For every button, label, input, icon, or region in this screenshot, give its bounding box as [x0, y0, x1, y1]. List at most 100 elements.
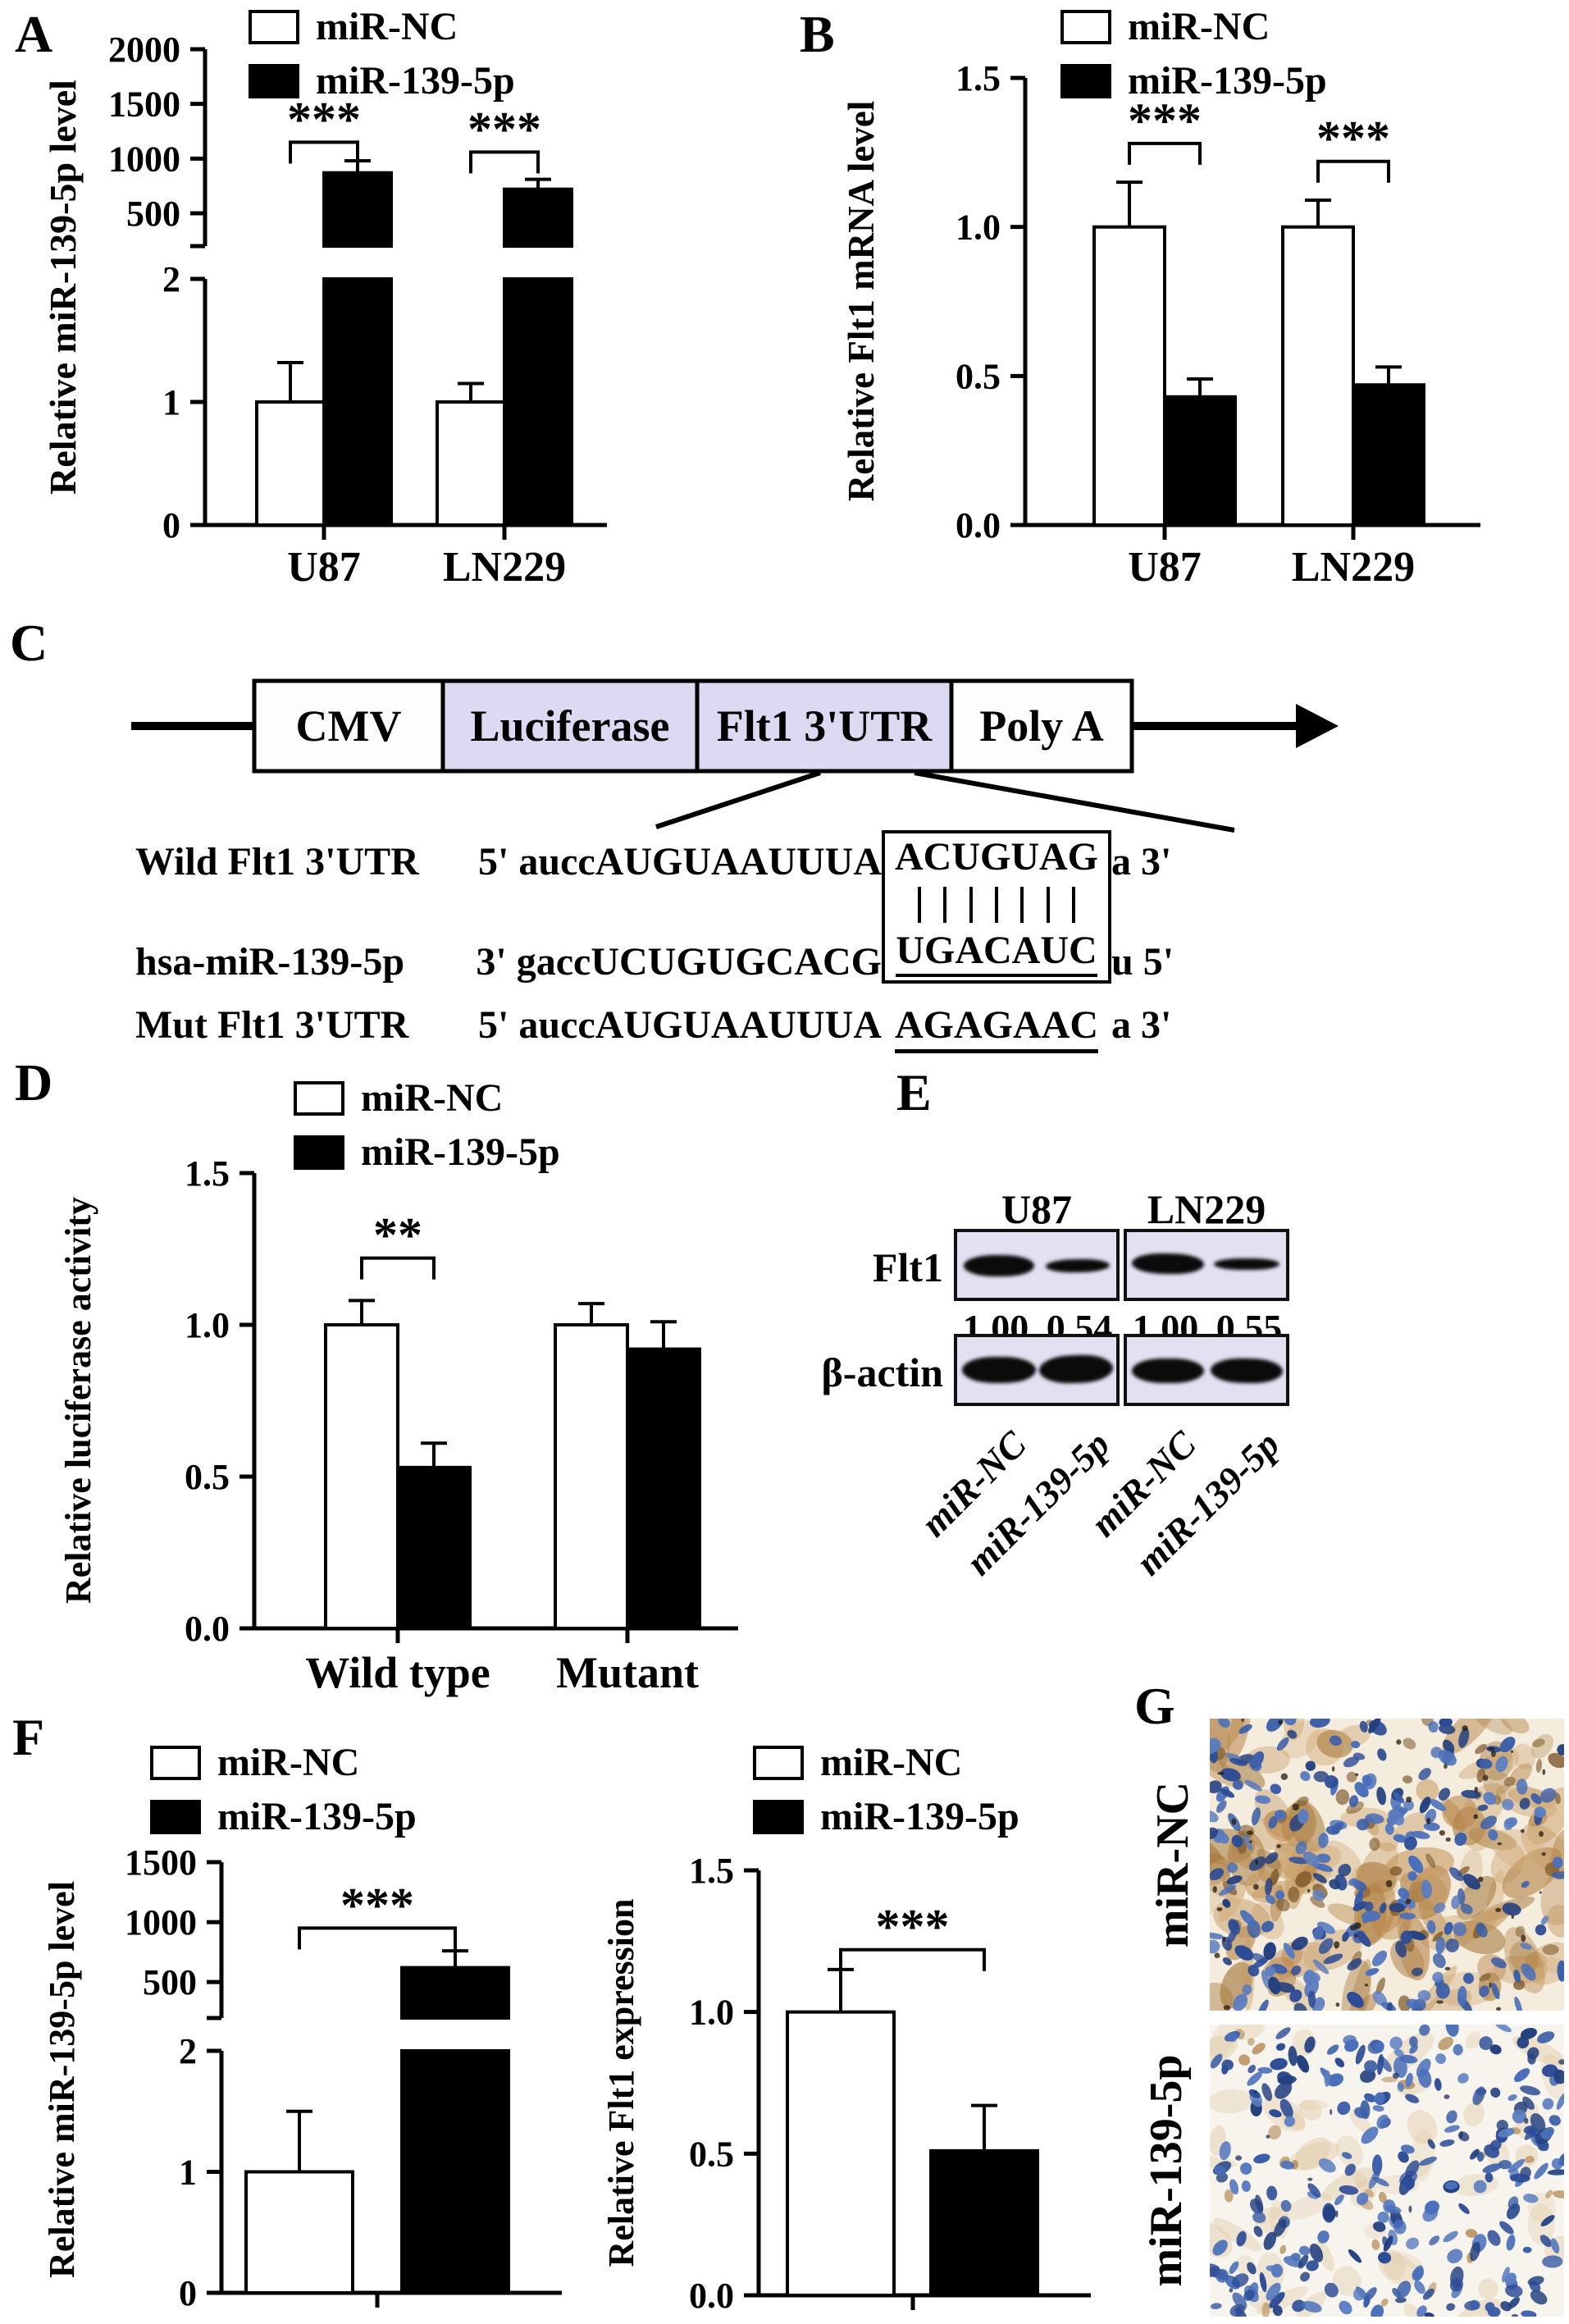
tissue-cell	[1236, 2230, 1247, 2247]
bar-mir-nc	[1281, 225, 1355, 527]
tissue-cell	[1300, 2271, 1310, 2282]
tissue-cell	[1229, 2303, 1245, 2317]
tissue-cell	[1502, 1847, 1562, 1899]
tissue-cell	[1371, 2304, 1384, 2317]
tissue-cell	[1332, 2266, 1361, 2296]
tissue-cell	[1258, 1999, 1269, 2011]
tissue-cell	[1542, 2255, 1563, 2268]
tissue-cell	[1449, 2277, 1464, 2292]
tissue-cell	[1546, 1904, 1564, 1938]
tissue-cell	[1512, 1979, 1526, 1990]
y-tick-label: 1.0	[689, 1993, 734, 2033]
tissue-cell	[1228, 1919, 1241, 1935]
tissue-cell	[1354, 2107, 1368, 2119]
tissue-cell	[1235, 2155, 1243, 2161]
wild-utr-row: Wild Flt1 3'UTR 5' auccAUGUAAUUUA ACUGUA…	[135, 830, 1226, 883]
tissue-cell	[1540, 2215, 1555, 2227]
tissue-cell	[1445, 1837, 1451, 1842]
bar-mir-nc	[436, 400, 506, 527]
y-tick-label: 1.5	[185, 1153, 230, 1194]
callout-line-right	[914, 770, 1235, 833]
legend-swatch	[249, 64, 299, 98]
significance-bracket	[289, 140, 359, 164]
legend-label: miR-NC	[217, 1741, 359, 1784]
tissue-cell	[1527, 2126, 1537, 2138]
tissue-cell	[1381, 2298, 1389, 2307]
tissue-cell	[1426, 1817, 1431, 1825]
tissue-cell	[1411, 1830, 1430, 1839]
tissue-cell	[1472, 2086, 1485, 2105]
tissue-cell	[1318, 2158, 1336, 2173]
tissue-cell	[1384, 2205, 1402, 2213]
tissue-cell	[1334, 1941, 1340, 1948]
tissue-cell	[1277, 2075, 1297, 2084]
tissue-cell	[1454, 1832, 1467, 1847]
tissue-cell	[1534, 2162, 1548, 2180]
decoration	[1210, 1358, 1284, 1384]
tissue-cell	[1432, 1931, 1444, 1942]
legend-label: miR-139-5p	[361, 1130, 560, 1174]
tissue-cell	[1240, 2162, 1252, 2175]
tissue-cell	[1335, 2210, 1339, 2217]
tissue-cell	[1265, 1966, 1275, 1977]
tissue-cell	[1261, 1920, 1275, 1933]
panel-d-bar-chart: miR-NC miR-139-5p 0.0 0.5 1.0 1.5 Relative luc…	[58, 1076, 738, 1697]
tissue-cell	[1385, 1879, 1393, 1888]
tissue-cell	[1276, 1844, 1281, 1848]
decoration: AGAGAAC	[895, 1002, 1098, 1053]
tissue-cell	[1364, 2060, 1378, 2073]
tissue-cell	[1343, 1756, 1360, 1768]
tissue-cell	[1372, 2221, 1386, 2232]
tissue-cell	[1374, 2092, 1385, 2105]
tissue-cell	[1293, 2002, 1307, 2011]
tissue-cell	[1229, 2261, 1239, 2274]
tissue-cell	[1348, 2249, 1362, 2263]
tissue-cell	[1523, 2194, 1539, 2203]
tissue-cell	[1475, 1922, 1488, 1938]
tissue-cell	[1295, 1871, 1312, 1888]
tissue-cell	[1520, 1943, 1532, 1950]
tissue-cell	[1451, 1895, 1461, 1910]
legend-swatch	[150, 1800, 201, 1834]
tissue-cell	[1364, 1984, 1369, 1987]
tissue-cell	[1398, 1995, 1412, 2011]
tissue-cell	[1335, 1789, 1350, 1806]
tissue-cell	[1268, 1816, 1278, 1829]
tissue-cell	[1403, 2303, 1422, 2317]
tissue-cell	[1342, 1931, 1349, 1942]
tissue-cell	[1222, 1957, 1233, 1966]
tissue-cell	[1247, 2038, 1255, 2046]
construct-box-1	[252, 678, 445, 774]
tissue-cell	[1399, 1912, 1416, 1920]
tissue-cell	[1266, 2282, 1281, 2301]
tissue-cell	[1307, 1888, 1311, 1893]
tissue-cell	[1392, 2072, 1399, 2079]
tissue-cell	[1275, 2027, 1291, 2039]
tissue-cell	[1424, 2312, 1434, 2317]
tissue-cell	[1350, 1741, 1361, 1749]
tissue-cell	[1490, 1750, 1496, 1757]
tissue-cell	[1231, 1818, 1237, 1825]
panel-f-flt1-chart: miR-NC miR-139-5p 0.0 0.5 1.0 1.5 Relative Flt…	[601, 1741, 1091, 2316]
tissue-cell	[1371, 2239, 1380, 2250]
tissue-cell	[1283, 1943, 1295, 1959]
tissue-cell	[1474, 1787, 1479, 1793]
tissue-cell	[1346, 1771, 1357, 1783]
legend-swatch	[150, 1746, 201, 1780]
tissue-cell	[1324, 2070, 1331, 2087]
legend-label: miR-NC	[1128, 5, 1270, 48]
tissue-cell	[1385, 2250, 1423, 2269]
tissue-cell	[1229, 2288, 1234, 2293]
tissue-cell	[1412, 2267, 1424, 2281]
tissue-cell	[1250, 1751, 1265, 1769]
tissue-cell	[1442, 1719, 1495, 1756]
significance-stars: ***	[468, 102, 541, 156]
tissue-cell	[1214, 1952, 1220, 1959]
tissue-cell	[1553, 1856, 1563, 1869]
tissue-cell	[1446, 2110, 1457, 2124]
mutant-utr-row: Mut Flt1 3'UTR 5' auccAUGUAAUUUA AGAGAAC…	[135, 1002, 1226, 1053]
tissue-cell	[1307, 2177, 1313, 2181]
tissue-cell	[1457, 2073, 1469, 2084]
tissue-cell	[1511, 1915, 1515, 1920]
